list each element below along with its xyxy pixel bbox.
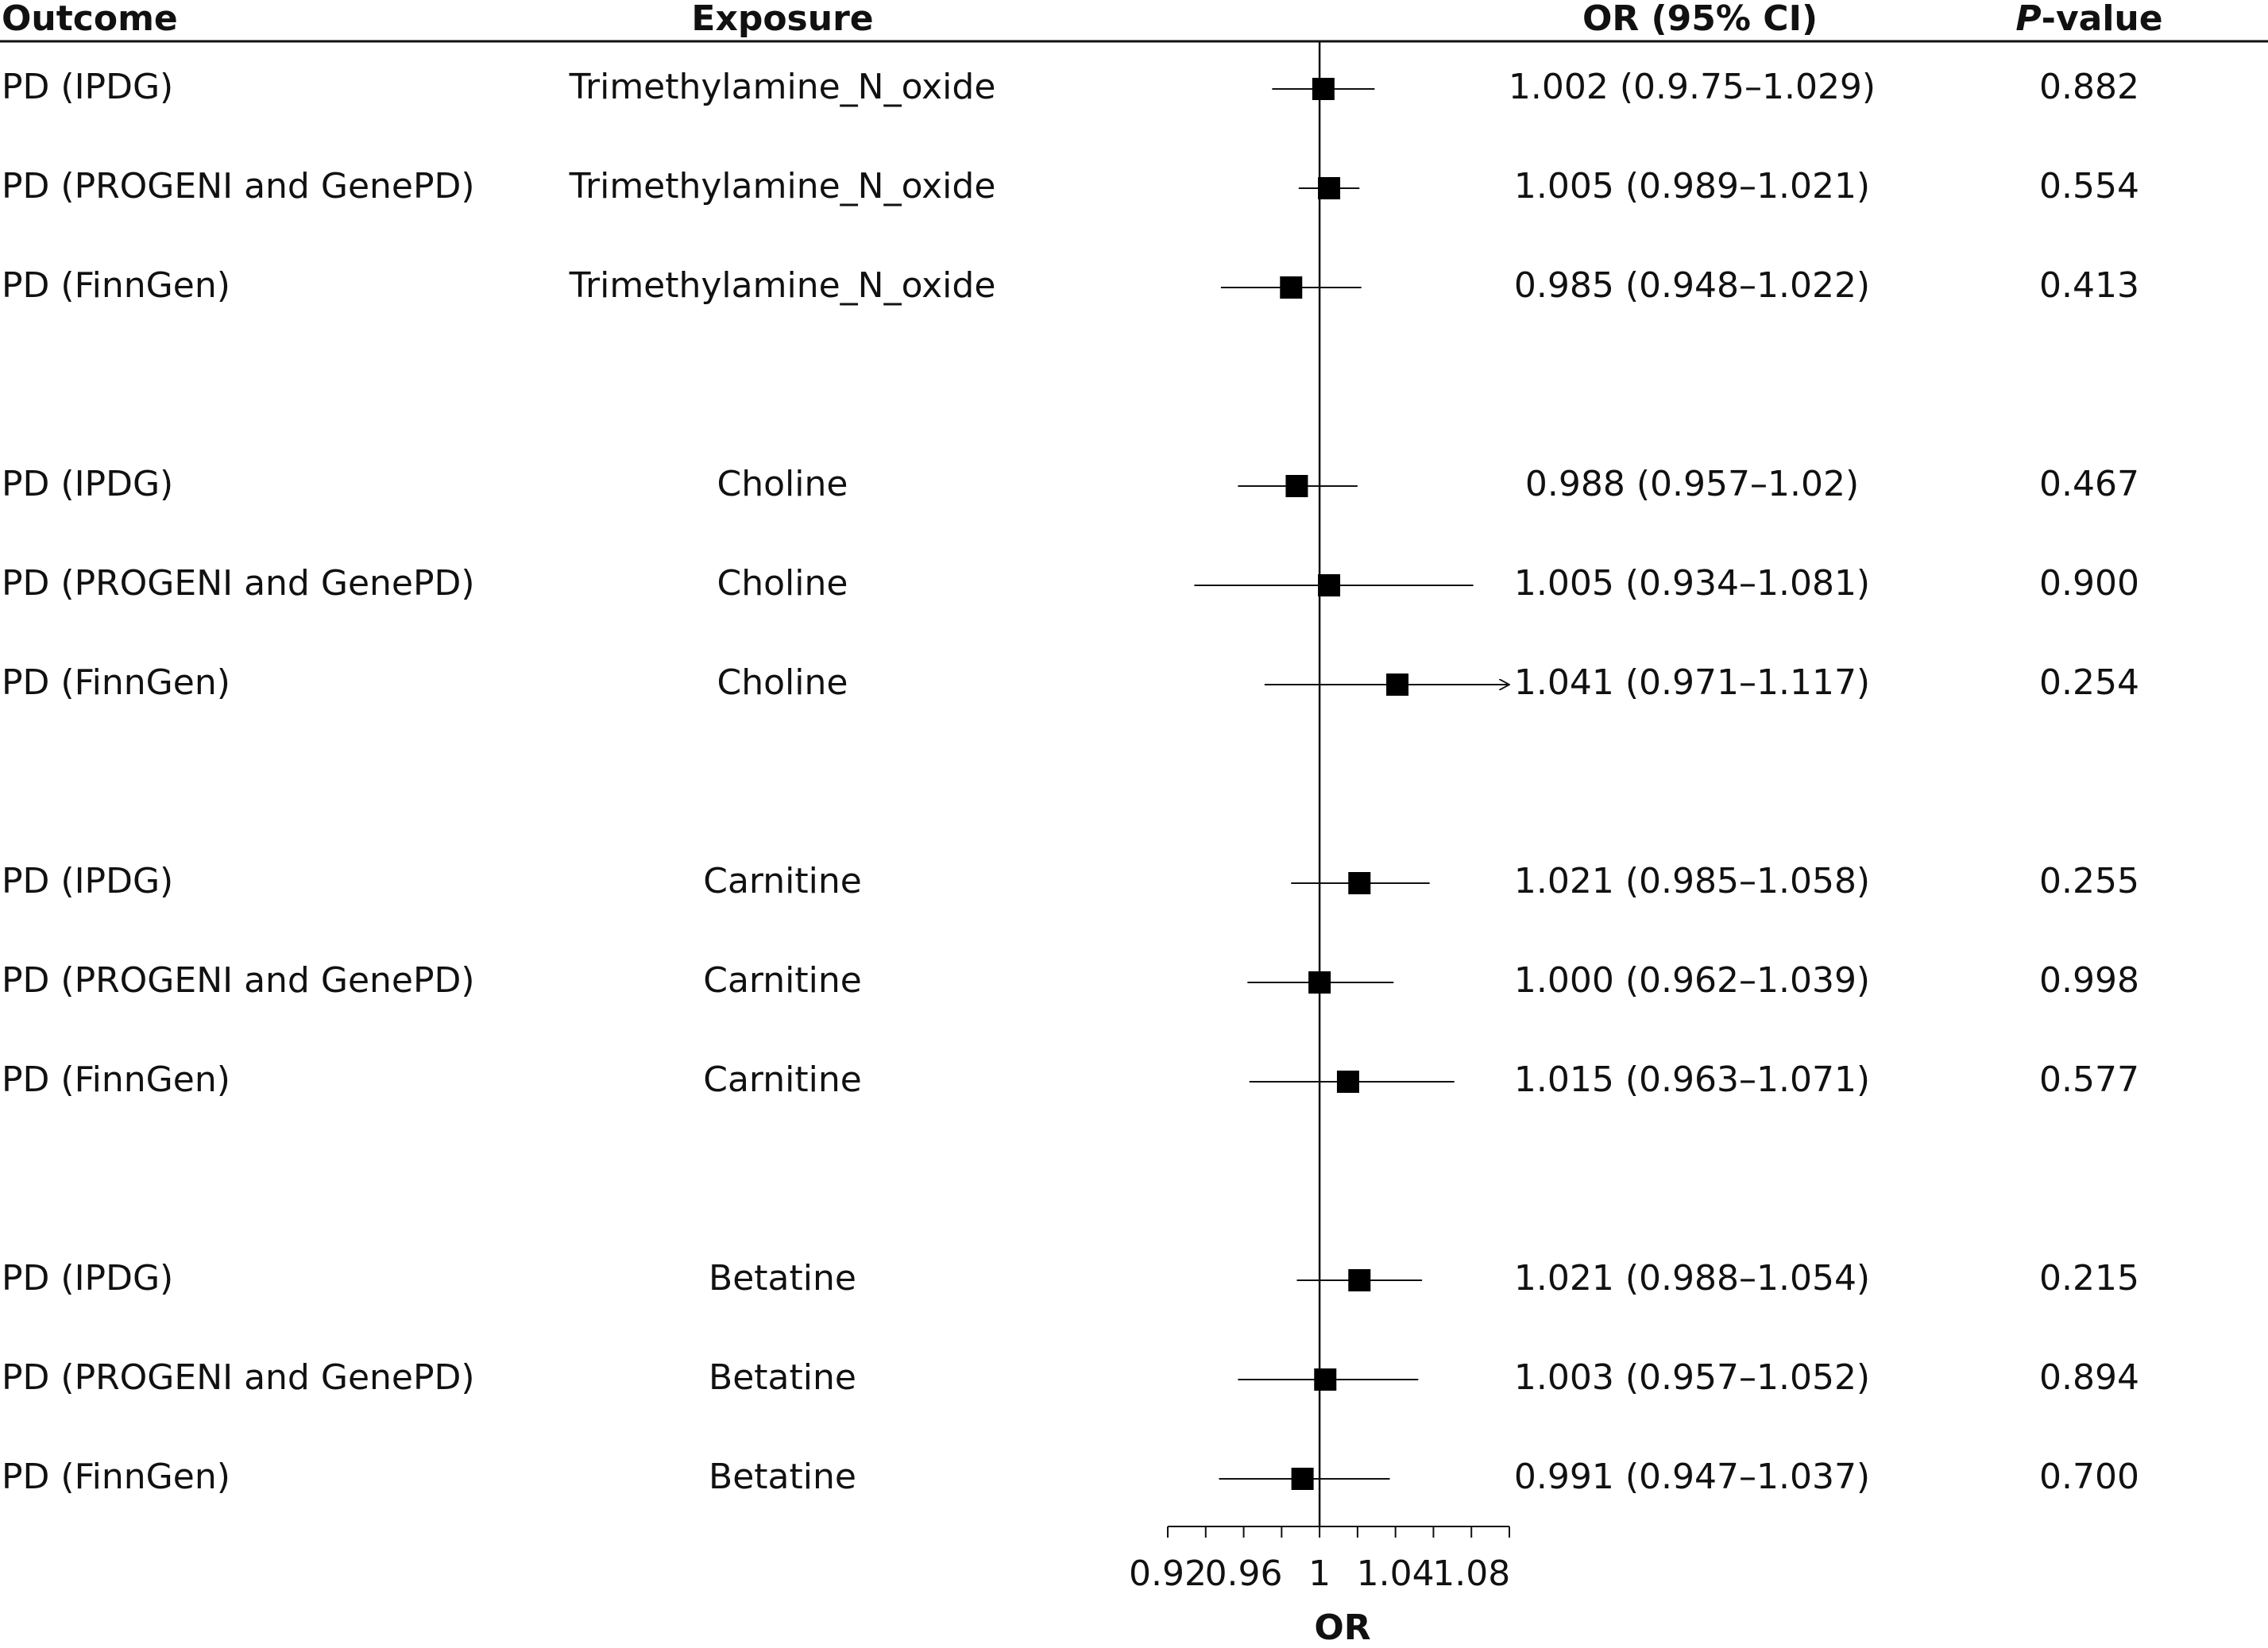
outcome-cell: PD (PROGENI and GenePD) [2, 563, 475, 604]
or-ci-cell: 1.003 (0.957–1.052) [1513, 1357, 1871, 1398]
exposure-cell: Trimethylamine_N_oxide [569, 166, 996, 206]
or-ci-cell: 1.041 (0.971–1.117) [1513, 662, 1871, 703]
p-value-cell: 0.894 [2039, 1357, 2139, 1398]
outcome-cell: PD (FinnGen) [2, 265, 230, 306]
outcome-cell: PD (IPDG) [2, 67, 174, 107]
p-value-cell: 0.467 [2039, 464, 2139, 504]
p-value-cell: 0.255 [2039, 861, 2139, 901]
or-ci-cell: 1.015 (0.963–1.071) [1513, 1059, 1871, 1100]
p-value-cell: 0.413 [2039, 265, 2139, 306]
or-ci-cell: 1.005 (0.934–1.081) [1513, 563, 1871, 604]
p-value-cell: 0.882 [2039, 67, 2139, 107]
outcome-cell: PD (PROGENI and GenePD) [2, 960, 475, 1001]
point-marker-9 [1336, 1071, 1359, 1093]
header-or-ci: OR (95% CI) [1582, 0, 1818, 39]
exposure-cell: Trimethylamine_N_oxide [569, 265, 996, 306]
or-ci-cell: 1.000 (0.962–1.039) [1513, 960, 1871, 1001]
point-marker-7 [1348, 872, 1371, 894]
header-outcome: Outcome [2, 0, 178, 39]
exposure-cell: Trimethylamine_N_oxide [569, 67, 996, 107]
p-value-cell: 0.900 [2039, 563, 2139, 604]
exposure-cell: Betatine [709, 1357, 856, 1398]
exposure-cell: Carnitine [703, 960, 862, 1001]
outcome-cell: PD (FinnGen) [2, 662, 230, 703]
x-tick-label: 0.92 [1129, 1553, 1207, 1594]
or-ci-cell: 0.988 (0.957–1.02) [1524, 464, 1860, 504]
or-ci-cell: 0.991 (0.947–1.037) [1513, 1457, 1871, 1497]
p-value-cell: 0.254 [2039, 662, 2139, 703]
x-axis-label: OR [1314, 1607, 1371, 1648]
header-p-italic: P [2015, 0, 2042, 39]
outcome-cell: PD (IPDG) [2, 464, 174, 504]
exposure-cell: Betatine [709, 1258, 856, 1299]
outcome-cell: PD (PROGENI and GenePD) [2, 166, 475, 206]
outcome-cell: PD (FinnGen) [2, 1457, 230, 1497]
or-ci-cell: 0.985 (0.948–1.022) [1513, 265, 1871, 306]
point-marker-3 [1280, 276, 1303, 299]
header-exposure: Exposure [691, 0, 874, 39]
exposure-cell: Carnitine [703, 861, 862, 901]
or-ci-cell: 1.021 (0.988–1.054) [1513, 1258, 1871, 1299]
point-marker-11 [1314, 1368, 1337, 1391]
header-p-value: P-value [2015, 2, 2162, 37]
outcome-cell: PD (PROGENI and GenePD) [2, 1357, 475, 1398]
point-marker-8 [1308, 971, 1331, 994]
x-tick-label: 1.08 [1432, 1553, 1510, 1594]
point-marker-10 [1348, 1269, 1371, 1291]
outcome-cell: PD (IPDG) [2, 1258, 174, 1299]
p-value-cell: 0.700 [2039, 1457, 2139, 1497]
x-tick-label: 1 [1308, 1553, 1331, 1594]
x-tick-label: 1.04 [1357, 1553, 1435, 1594]
exposure-cell: Choline [717, 464, 848, 504]
exposure-cell: Choline [717, 662, 848, 703]
point-marker-1 [1312, 78, 1335, 100]
point-marker-5 [1318, 574, 1341, 596]
outcome-cell: PD (FinnGen) [2, 1059, 230, 1100]
p-value-cell: 0.215 [2039, 1258, 2139, 1299]
p-value-cell: 0.998 [2039, 960, 2139, 1001]
header-p-rest: -value [2041, 0, 2163, 39]
point-marker-4 [1285, 475, 1308, 497]
or-ci-cell: 1.002 (0.9.75–1.029) [1508, 67, 1876, 107]
point-marker-6 [1386, 673, 1409, 696]
point-marker-12 [1291, 1468, 1314, 1490]
or-ci-cell: 1.021 (0.985–1.058) [1513, 861, 1871, 901]
or-ci-cell: 1.005 (0.989–1.021) [1513, 166, 1871, 206]
point-marker-2 [1318, 177, 1341, 199]
exposure-cell: Carnitine [703, 1059, 862, 1100]
p-value-cell: 0.554 [2039, 166, 2139, 206]
exposure-cell: Choline [717, 563, 848, 604]
x-tick-label: 0.96 [1205, 1553, 1283, 1594]
outcome-cell: PD (IPDG) [2, 861, 174, 901]
exposure-cell: Betatine [709, 1457, 856, 1497]
p-value-cell: 0.577 [2039, 1059, 2139, 1100]
